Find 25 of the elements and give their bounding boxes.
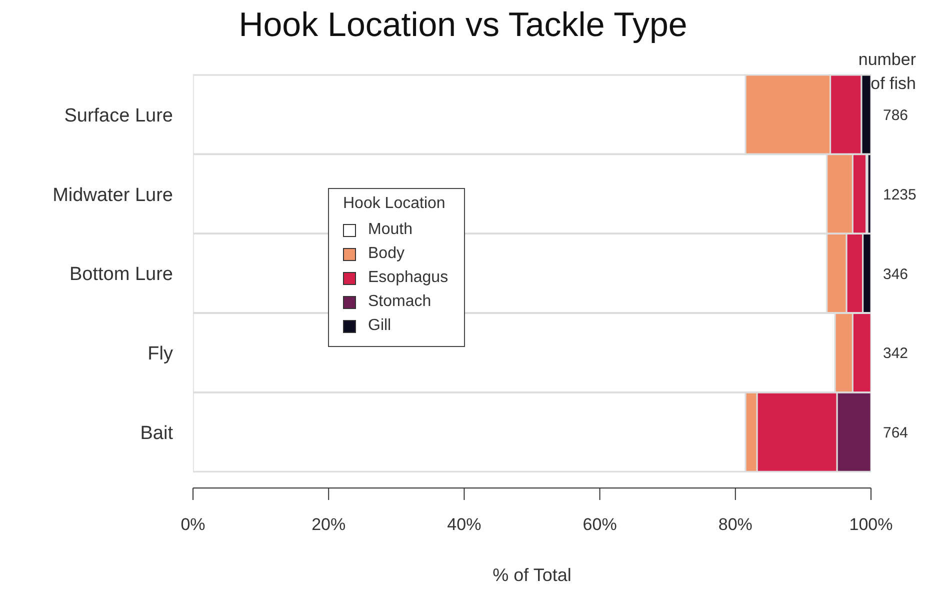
legend-label: Gill	[367, 316, 392, 336]
text: 1235	[883, 186, 916, 204]
chart-title: Hook Location vs Tackle Type	[238, 6, 688, 45]
x-tick-label: 0%	[180, 515, 206, 534]
y-tick-label: Midwater Lure	[52, 184, 173, 206]
x-tick-label: 20%	[312, 515, 346, 534]
x-axis-title: % of Total	[492, 565, 572, 585]
x-tick-label: 100%	[849, 515, 893, 534]
y-tick-label: Bait	[140, 423, 174, 444]
x-tick-label: 60%	[582, 515, 617, 534]
text: 764	[883, 424, 908, 442]
legend-label: Esophagus	[367, 268, 448, 288]
legend-label: Stomach	[367, 292, 432, 312]
legend-title: Hook Location	[343, 195, 446, 213]
y-tick-label: Fly	[148, 344, 174, 365]
series-label: Mouth	[367, 220, 414, 240]
x-tick-label: 80%	[718, 515, 752, 534]
y-tick-label: Surface Lure	[64, 105, 173, 126]
text: 346	[883, 266, 908, 283]
text: 342	[883, 345, 908, 362]
annotation: number of fish	[858, 49, 916, 95]
legend-label: Body	[367, 244, 406, 264]
x-tick-label: 40%	[447, 515, 482, 534]
y-tick-label: Bottom Lure	[70, 264, 173, 286]
text: 786	[883, 107, 908, 124]
